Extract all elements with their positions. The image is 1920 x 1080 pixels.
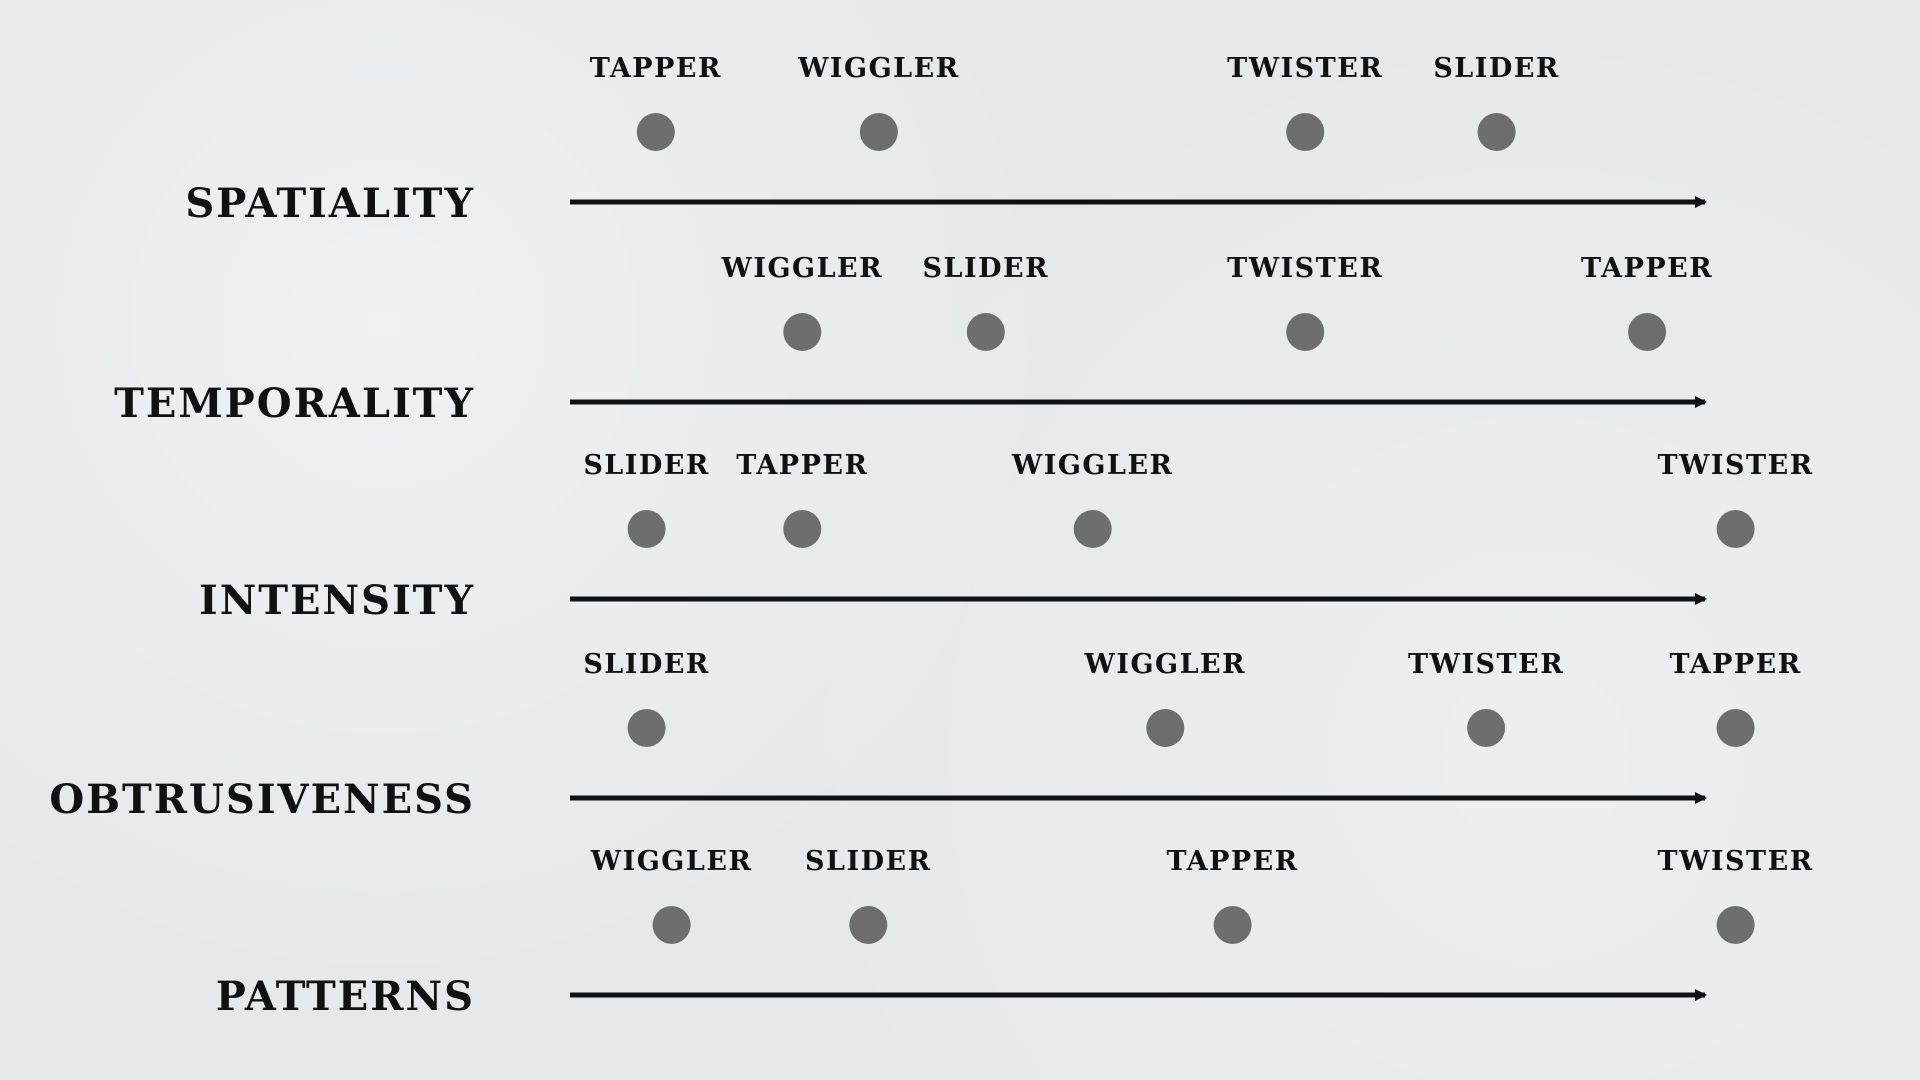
item-label-twister: TWISTER	[1658, 846, 1814, 877]
item-dot-wiggler	[1146, 709, 1185, 747]
item-dot-tapper	[636, 113, 675, 151]
axis-row-intensity: INTENSITY SLIDER TAPPER WIGGLER TWISTER	[199, 450, 1814, 624]
axis-label: SPATIALITY	[185, 180, 475, 227]
item-dot-wiggler	[783, 313, 822, 351]
item-label-wiggler: WIGGLER	[1084, 649, 1247, 680]
item-dot-slider	[1477, 113, 1516, 151]
item-dot-twister	[1286, 313, 1325, 351]
axis-row-spatiality: SPATIALITY TAPPER WIGGLER TWISTER SLIDER	[185, 53, 1707, 227]
item-dot-twister	[1716, 906, 1755, 944]
item-dot-slider	[849, 906, 888, 944]
axis-row-patterns: PATTERNS WIGGLER SLIDER TAPPER TWISTER	[216, 846, 1814, 1020]
item-label-wiggler: WIGGLER	[797, 53, 960, 84]
item-dot-wiggler	[652, 906, 691, 944]
item-label-twister: TWISTER	[1227, 53, 1383, 84]
item-label-slider: SLIDER	[583, 649, 710, 680]
item-label-twister: TWISTER	[1658, 450, 1814, 481]
item-label-twister: TWISTER	[1227, 253, 1383, 284]
item-dot-slider	[627, 510, 666, 548]
item-dot-slider	[966, 313, 1005, 351]
item-dot-twister	[1716, 510, 1755, 548]
item-dot-tapper	[1213, 906, 1252, 944]
item-dot-twister	[1286, 113, 1325, 151]
item-dot-slider	[627, 709, 666, 747]
item-label-wiggler: WIGGLER	[1011, 450, 1174, 481]
axis-label: PATTERNS	[216, 973, 475, 1020]
item-label-twister: TWISTER	[1408, 649, 1564, 680]
item-dot-twister	[1467, 709, 1506, 747]
item-label-tapper: TAPPER	[736, 450, 868, 481]
item-label-slider: SLIDER	[583, 450, 710, 481]
item-label-wiggler: WIGGLER	[590, 846, 753, 877]
axis-label: TEMPORALITY	[114, 380, 475, 427]
item-dot-tapper	[783, 510, 822, 548]
item-label-slider: SLIDER	[923, 253, 1050, 284]
axis-row-obtrusiveness: OBTRUSIVENESS SLIDER WIGGLER TWISTER TAPPER	[49, 649, 1802, 823]
item-dot-tapper	[1628, 313, 1667, 351]
axis-row-temporality: TEMPORALITY WIGGLER SLIDER TWISTER TAPPER	[114, 253, 1713, 427]
item-label-wiggler: WIGGLER	[721, 253, 884, 284]
item-dot-wiggler	[1073, 510, 1112, 548]
item-dot-wiggler	[859, 113, 898, 151]
item-label-tapper: TAPPER	[590, 53, 722, 84]
item-label-slider: SLIDER	[1433, 53, 1560, 84]
axis-label: INTENSITY	[199, 577, 475, 624]
item-label-tapper: TAPPER	[1167, 846, 1299, 877]
axis-label: OBTRUSIVENESS	[49, 776, 475, 823]
item-label-tapper: TAPPER	[1581, 253, 1713, 284]
item-label-tapper: TAPPER	[1670, 649, 1802, 680]
item-label-slider: SLIDER	[805, 846, 932, 877]
item-dot-tapper	[1716, 709, 1755, 747]
